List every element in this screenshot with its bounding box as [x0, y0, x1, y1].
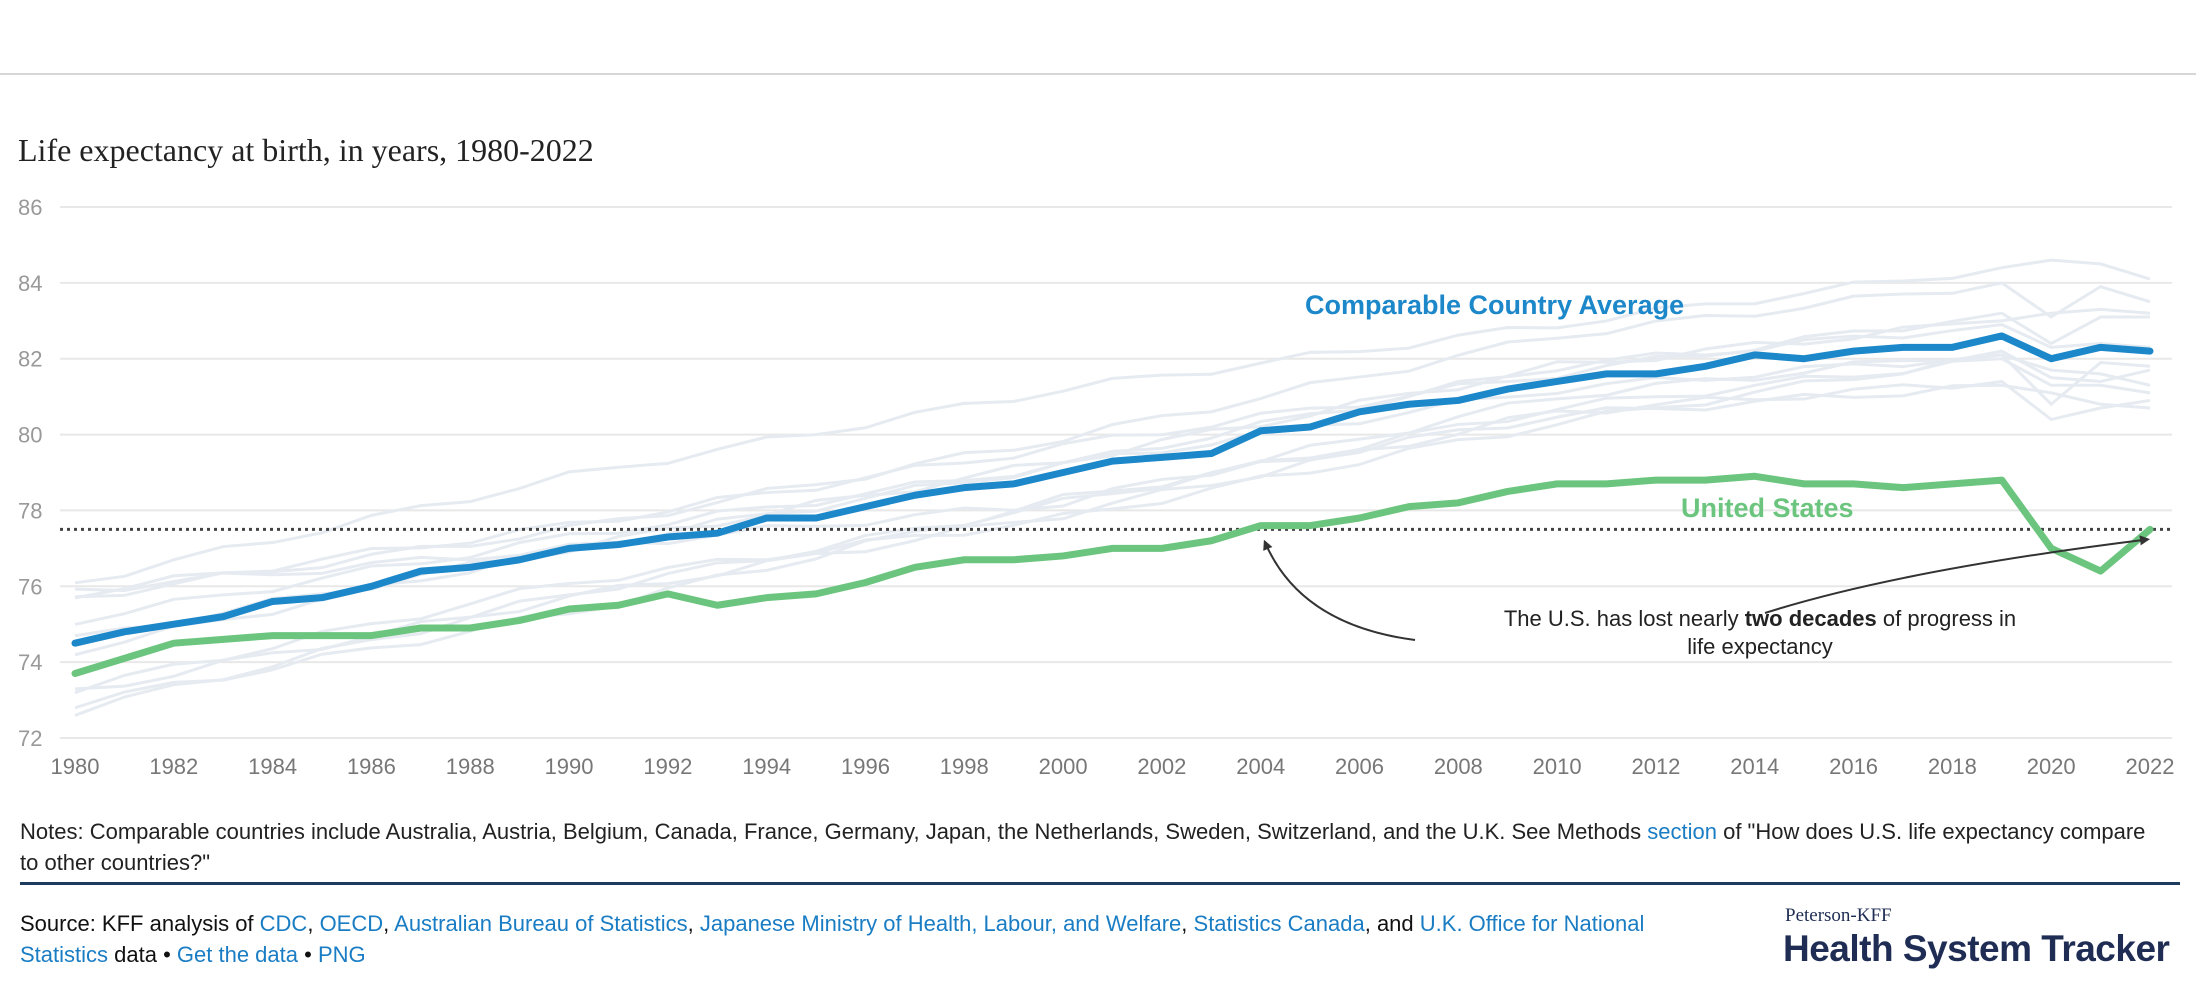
separator: ,	[687, 911, 700, 936]
x-tick-label: 2002	[1137, 754, 1186, 779]
x-tick-label: 1994	[742, 754, 791, 779]
source-link-statcan[interactable]: Statistics Canada	[1193, 911, 1365, 936]
y-tick-label: 86	[18, 195, 42, 220]
line-chart: 72 74 76 78 80 82 84 86 1980 1982 1984 1986 1988 1990…	[18, 195, 2175, 779]
source-link-uk-ons[interactable]: U.K. Office for National Statistics	[20, 911, 1645, 967]
source-link-abs[interactable]: Australian Bureau of Statistics	[394, 911, 688, 936]
country-line-sweden	[74, 311, 2150, 600]
x-tick-label: 2020	[2027, 754, 2076, 779]
logo-peterson-kff: Peterson-KFF	[1785, 905, 1892, 926]
x-tick-label: 2010	[1533, 754, 1582, 779]
chart-title: Life expectancy at birth, in years, 1980…	[18, 132, 594, 168]
x-tick-label: 1998	[940, 754, 989, 779]
y-tick-label: 76	[18, 574, 42, 599]
notes-text-after: of "How does U.S. life expectancy compar…	[20, 819, 2146, 875]
annotation-emphasis: two decades	[1745, 606, 1877, 631]
source-link-oecd[interactable]: OECD	[319, 911, 384, 936]
x-tick-label: 2000	[1039, 754, 1088, 779]
us-label: United States	[1681, 493, 1854, 523]
chart-source: Source: KFF analysis of CDC, OECD, Austr…	[20, 908, 1680, 970]
x-tick-label: 1986	[347, 754, 396, 779]
y-tick-label: 80	[18, 423, 42, 448]
footer-divider	[20, 882, 2180, 885]
country-line-japan	[74, 258, 2151, 585]
x-tick-label: 1988	[446, 754, 495, 779]
get-the-data-link[interactable]: Get the data	[176, 942, 298, 967]
country-line-canada	[74, 353, 2151, 626]
annotation-arrow-2004	[1263, 539, 1416, 641]
notes-text: Notes: Comparable countries include Aust…	[20, 819, 1648, 844]
country-line-uk	[74, 379, 2151, 691]
country-line-austria	[74, 357, 2151, 717]
y-tick-label: 74	[18, 650, 42, 675]
bullet: •	[156, 942, 177, 967]
y-tick-label: 82	[18, 347, 42, 372]
annotation-text: The U.S. has lost nearly two decades of …	[1504, 606, 2016, 631]
country-line-netherlands	[74, 349, 2151, 592]
us-line	[71, 472, 2154, 678]
x-tick-label: 1996	[841, 754, 890, 779]
png-link[interactable]: PNG	[317, 942, 366, 967]
y-tick-label: 72	[18, 726, 42, 751]
x-tick-label: 1990	[545, 754, 594, 779]
annotation-arrow-2022	[1764, 535, 2150, 614]
separator: ,	[383, 911, 395, 936]
x-tick-label: 1984	[248, 754, 297, 779]
x-tick-label: 2012	[1631, 754, 1680, 779]
chart-notes: Notes: Comparable countries include Aust…	[20, 816, 2160, 878]
country-line-germany	[74, 383, 2151, 710]
separator: ,	[1181, 911, 1194, 936]
separator: , and	[1364, 911, 1420, 936]
top-divider	[0, 73, 2196, 75]
x-tick-label: 2008	[1434, 754, 1483, 779]
y-tick-label: 78	[18, 498, 42, 523]
comparable-average-label: Comparable Country Average	[1305, 290, 1684, 320]
x-tick-label: 1992	[643, 754, 692, 779]
source-prefix: Source: KFF analysis of	[20, 911, 260, 936]
source-link-japan-mhlw[interactable]: Japanese Ministry of Health, Labour, and…	[699, 911, 1182, 936]
data-word: data	[108, 942, 157, 967]
bullet: •	[298, 942, 318, 967]
country-line-belgium	[74, 353, 2151, 695]
comparable-average-line	[71, 332, 2154, 647]
x-tick-label: 1982	[149, 754, 198, 779]
annotation-part: The U.S. has lost nearly	[1504, 606, 1745, 631]
y-tick-label: 84	[18, 271, 42, 296]
x-tick-label: 2018	[1928, 754, 1977, 779]
x-tick-label: 2016	[1829, 754, 1878, 779]
x-tick-label: 1980	[51, 754, 100, 779]
logo-health-system-tracker: Health System Tracker	[1783, 928, 2170, 969]
country-line-france	[74, 323, 2151, 657]
x-tick-label: 2004	[1236, 754, 1285, 779]
x-tick-label: 2022	[2126, 754, 2175, 779]
x-tick-label: 2006	[1335, 754, 1384, 779]
x-tick-label: 2014	[1730, 754, 1779, 779]
annotation-text-line2: life expectancy	[1687, 634, 1833, 659]
source-link-cdc[interactable]: CDC	[259, 911, 308, 936]
methods-section-link[interactable]: section	[1647, 819, 1717, 844]
annotation-part: of progress in	[1877, 606, 2016, 631]
separator: ,	[307, 911, 320, 936]
